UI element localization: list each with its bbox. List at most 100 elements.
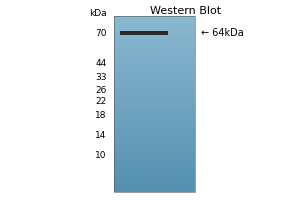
Bar — [114, 72, 195, 73]
Bar — [114, 34, 195, 35]
Bar — [114, 88, 195, 89]
Bar — [114, 104, 195, 105]
Bar — [114, 169, 195, 170]
Bar — [114, 164, 195, 166]
Bar — [114, 82, 195, 83]
Bar — [114, 183, 195, 185]
Bar — [114, 81, 195, 82]
Bar — [114, 185, 195, 186]
Bar — [114, 75, 195, 76]
Bar — [114, 188, 195, 189]
Bar — [114, 171, 195, 173]
Text: ← 64kDa: ← 64kDa — [201, 28, 244, 38]
Bar — [114, 44, 195, 45]
Bar — [114, 174, 195, 176]
Bar — [114, 39, 195, 41]
Bar — [114, 45, 195, 47]
Bar — [114, 110, 195, 111]
Bar — [114, 152, 195, 154]
Bar — [114, 130, 195, 132]
Bar — [114, 60, 195, 61]
Bar — [114, 100, 195, 101]
Bar — [114, 191, 195, 192]
Bar — [114, 76, 195, 78]
Bar — [114, 29, 195, 31]
Bar — [114, 132, 195, 133]
Bar — [114, 89, 195, 91]
Bar — [114, 117, 195, 119]
Bar — [120, 31, 168, 35]
Text: 14: 14 — [95, 132, 106, 140]
Bar — [114, 160, 195, 161]
Bar — [114, 114, 195, 116]
Text: 44: 44 — [95, 60, 106, 68]
Bar — [114, 59, 195, 60]
Bar — [114, 141, 195, 142]
Bar — [114, 64, 195, 66]
Bar — [114, 123, 195, 125]
Bar — [114, 61, 195, 63]
Text: 26: 26 — [95, 86, 106, 95]
Bar — [114, 135, 195, 136]
Text: 18: 18 — [95, 112, 106, 120]
Bar — [114, 42, 195, 44]
Bar — [114, 23, 195, 25]
Bar — [114, 139, 195, 141]
Bar — [114, 70, 195, 72]
Text: 22: 22 — [95, 98, 106, 106]
Bar — [114, 101, 195, 103]
Bar — [114, 54, 195, 56]
Bar — [114, 26, 195, 28]
Bar — [114, 17, 195, 19]
Bar — [114, 28, 195, 29]
Bar — [114, 57, 195, 59]
Bar — [114, 32, 195, 34]
Bar — [114, 176, 195, 177]
Bar — [114, 170, 195, 171]
Bar — [114, 167, 195, 169]
Bar — [114, 136, 195, 138]
Text: kDa: kDa — [89, 8, 106, 18]
Bar — [114, 91, 195, 92]
Bar — [114, 19, 195, 20]
Bar — [114, 147, 195, 148]
Bar — [114, 48, 195, 50]
Bar — [114, 92, 195, 94]
Bar — [114, 116, 195, 117]
Bar — [114, 16, 195, 17]
Bar — [114, 148, 195, 149]
Bar — [114, 158, 195, 160]
Bar — [114, 69, 195, 70]
Bar — [114, 111, 195, 113]
Bar — [114, 63, 195, 64]
Bar — [114, 73, 195, 75]
Bar — [114, 125, 195, 126]
Text: 10: 10 — [95, 150, 106, 160]
Bar — [114, 186, 195, 188]
Bar — [114, 22, 195, 23]
Bar — [114, 47, 195, 48]
Bar — [114, 108, 195, 110]
Bar — [114, 113, 195, 114]
Bar — [114, 177, 195, 179]
Bar — [114, 66, 195, 67]
Bar — [114, 155, 195, 157]
Bar — [114, 51, 195, 53]
Bar — [114, 105, 195, 107]
Bar — [114, 25, 195, 26]
Bar — [114, 56, 195, 57]
Bar — [114, 142, 195, 144]
Bar — [114, 120, 195, 122]
Bar — [114, 20, 195, 22]
Bar — [114, 182, 195, 183]
Bar — [114, 161, 195, 163]
Bar — [114, 173, 195, 174]
Bar — [114, 67, 195, 69]
Bar — [114, 53, 195, 54]
Bar — [114, 78, 195, 79]
Bar — [114, 127, 195, 129]
Bar — [114, 154, 195, 155]
Bar — [114, 94, 195, 95]
Bar — [114, 149, 195, 151]
Bar — [114, 180, 195, 182]
